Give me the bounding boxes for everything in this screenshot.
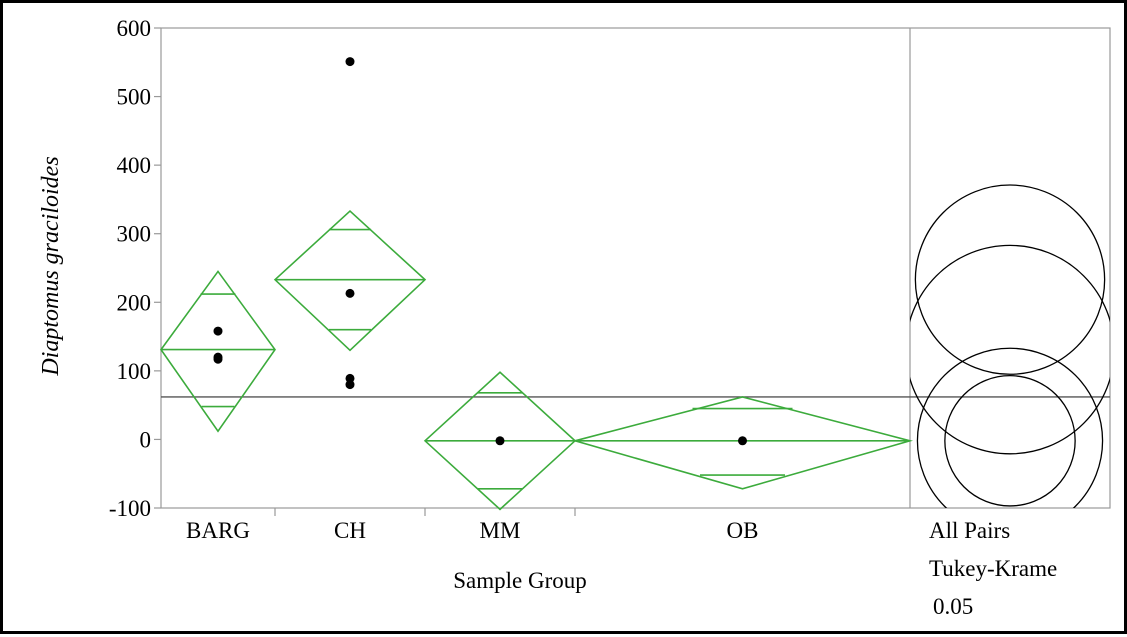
y-tick-label: -100 xyxy=(109,496,151,521)
data-points xyxy=(213,57,747,446)
comparison-circle-mm xyxy=(916,347,1104,508)
data-point xyxy=(213,354,223,364)
y-tick-label: 200 xyxy=(117,290,152,315)
y-tick-label: 500 xyxy=(117,85,152,110)
y-tick-label: 100 xyxy=(117,359,152,384)
y-tick-label: 400 xyxy=(117,153,152,178)
x-category-label: MM xyxy=(480,518,521,543)
data-point xyxy=(213,326,223,336)
axes: -100 0 100 200 300 400 500 600 BARG CH MM OB xyxy=(109,16,1111,543)
y-tick-label: 600 xyxy=(117,16,152,41)
comparison-circle-barg xyxy=(910,244,1110,455)
x-category-label: OB xyxy=(727,518,759,543)
plot-border xyxy=(160,27,1111,509)
x-category-label: BARG xyxy=(186,518,250,543)
data-point xyxy=(345,288,355,298)
data-point xyxy=(345,380,355,390)
y-tick-label: 0 xyxy=(140,427,152,452)
comparison-circle-ob xyxy=(944,375,1076,507)
x-axis-label: Sample Group xyxy=(453,568,587,593)
comparison-circle-ch xyxy=(914,184,1106,375)
x-category-label: CH xyxy=(334,518,366,543)
data-point xyxy=(345,57,355,67)
panel-label-all-pairs: All Pairs xyxy=(929,518,1010,543)
y-tick-label: 300 xyxy=(117,222,152,247)
data-point xyxy=(738,436,747,446)
comparison-circles xyxy=(910,184,1110,508)
means-diamonds-chart: -100 0 100 200 300 400 500 600 BARG CH MM OB Diapto… xyxy=(38,16,1111,619)
y-axis-label: Diaptomus graciloides xyxy=(38,156,64,376)
data-point xyxy=(345,373,355,383)
data-point xyxy=(495,436,505,446)
means-diamonds xyxy=(160,210,914,511)
labels: Diaptomus graciloides Sample Group All P… xyxy=(38,156,1057,619)
panel-label-method: Tukey-Krame xyxy=(929,556,1057,581)
panel-label-alpha: 0.05 xyxy=(933,594,973,619)
